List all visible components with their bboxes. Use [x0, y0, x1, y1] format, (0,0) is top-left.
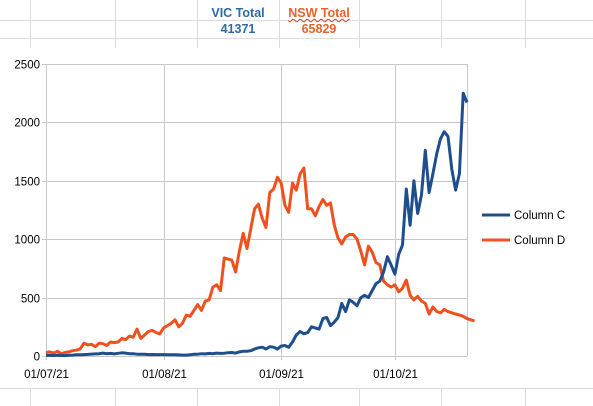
gridlines: [42, 64, 468, 360]
x-tick-label: 01/07/21: [24, 369, 69, 381]
chart-area-background: [0, 48, 593, 388]
y-tick-label: 2000: [14, 118, 40, 130]
series-line-column-d: [45, 166, 476, 356]
series-lines: [45, 91, 476, 358]
x-tick-label: 01/08/21: [142, 369, 187, 381]
vic-total-label[interactable]: VIC Total: [211, 6, 265, 20]
y-tick-label: 1000: [14, 235, 40, 247]
legend-item-column-d: Column D: [482, 235, 565, 247]
legend-label: Column D: [514, 235, 565, 247]
nsw-total-value[interactable]: 65829: [301, 22, 337, 36]
nsw-total-label[interactable]: NSW Total: [288, 6, 350, 20]
x-axis-ticks: 01/07/21 01/08/21 01/09/21 01/10/21: [24, 369, 418, 381]
legend: Column C Column D: [482, 210, 565, 247]
series-line-column-c: [46, 91, 469, 358]
legend-item-column-c: Column C: [482, 210, 565, 222]
legend-label: Column C: [514, 210, 565, 222]
y-axis-ticks: 0 500 1000 1500 2000 2500: [14, 60, 40, 364]
vic-total-value[interactable]: 41371: [220, 22, 256, 36]
y-tick-label: 2500: [14, 60, 40, 72]
y-tick-label: 1500: [14, 177, 40, 189]
x-tick-label: 01/09/21: [259, 369, 304, 381]
y-tick-label: 0: [34, 352, 40, 364]
x-tick-label: 01/10/21: [373, 369, 418, 381]
y-tick-label: 500: [21, 294, 40, 306]
